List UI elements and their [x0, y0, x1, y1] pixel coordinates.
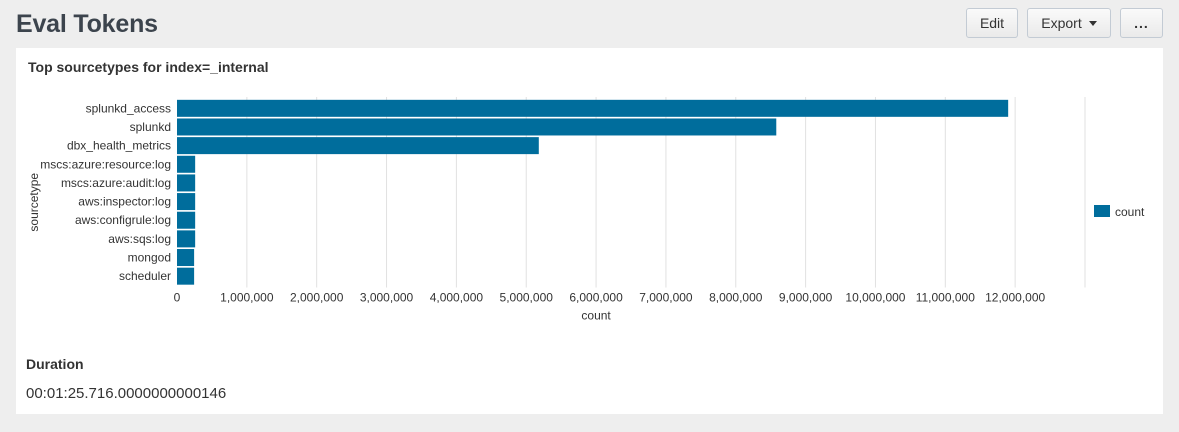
- x-tick-label: 10,000,000: [845, 291, 905, 305]
- bar: [177, 193, 196, 211]
- legend-swatch: [1094, 205, 1110, 217]
- y-tick-label: splunkd_access: [86, 101, 171, 115]
- dashboard-toolbar: Edit Export ...: [966, 8, 1163, 38]
- x-tick-label: 6,000,000: [569, 291, 623, 305]
- page-title: Eval Tokens: [16, 10, 158, 38]
- x-tick-label: 11,000,000: [916, 291, 975, 305]
- x-tick-label: 1,000,000: [220, 291, 274, 305]
- y-tick-label: splunkd: [130, 120, 171, 134]
- y-axis-label: sourcetype: [27, 173, 41, 232]
- bar: [177, 118, 777, 136]
- y-tick-label: mscs:azure:resource:log: [40, 157, 171, 171]
- bar: [177, 249, 195, 267]
- x-tick-label: 4,000,000: [430, 291, 484, 305]
- x-tick-label: 12,000,000: [985, 291, 1045, 305]
- y-tick-label: mongod: [128, 251, 171, 265]
- caret-down-icon: [1088, 20, 1097, 26]
- bar: [177, 230, 196, 248]
- export-button[interactable]: Export: [1027, 8, 1111, 38]
- panel-title: Top sourcetypes for index=_internal: [28, 59, 269, 75]
- x-tick-label: 8,000,000: [709, 291, 763, 305]
- x-tick-label: 7,000,000: [639, 291, 693, 305]
- legend-label: count: [1115, 205, 1145, 219]
- duration-value: 00:01:25.716.0000000000146: [26, 385, 227, 402]
- y-tick-label: scheduler: [119, 269, 171, 283]
- x-axis-label: count: [581, 309, 611, 323]
- bar: [177, 174, 196, 192]
- y-tick-label: aws:inspector:log: [78, 195, 171, 209]
- more-actions-label: ...: [1134, 15, 1149, 31]
- bar: [177, 211, 196, 229]
- edit-button-label: Edit: [979, 15, 1005, 31]
- bar: [177, 99, 1009, 117]
- edit-button[interactable]: Edit: [966, 8, 1018, 38]
- x-tick-label: 2,000,000: [290, 291, 344, 305]
- duration-title: Duration: [26, 356, 84, 372]
- export-button-label: Export: [1041, 15, 1082, 31]
- bar: [177, 137, 539, 155]
- y-tick-label: dbx_health_metrics: [67, 139, 171, 153]
- x-tick-label: 5,000,000: [500, 291, 554, 305]
- bar: [177, 267, 195, 285]
- more-actions-button[interactable]: ...: [1120, 8, 1163, 38]
- y-tick-label: aws:configrule:log: [75, 213, 171, 227]
- y-tick-label: mscs:azure:audit:log: [61, 176, 171, 190]
- x-tick-label: 3,000,000: [360, 291, 414, 305]
- chart-panel: Top sourcetypes for index=_internal splu…: [16, 48, 1163, 414]
- y-tick-label: aws:sqs:log: [108, 232, 171, 246]
- x-tick-label: 0: [174, 291, 181, 305]
- x-tick-label: 9,000,000: [779, 291, 833, 305]
- bar: [177, 155, 196, 173]
